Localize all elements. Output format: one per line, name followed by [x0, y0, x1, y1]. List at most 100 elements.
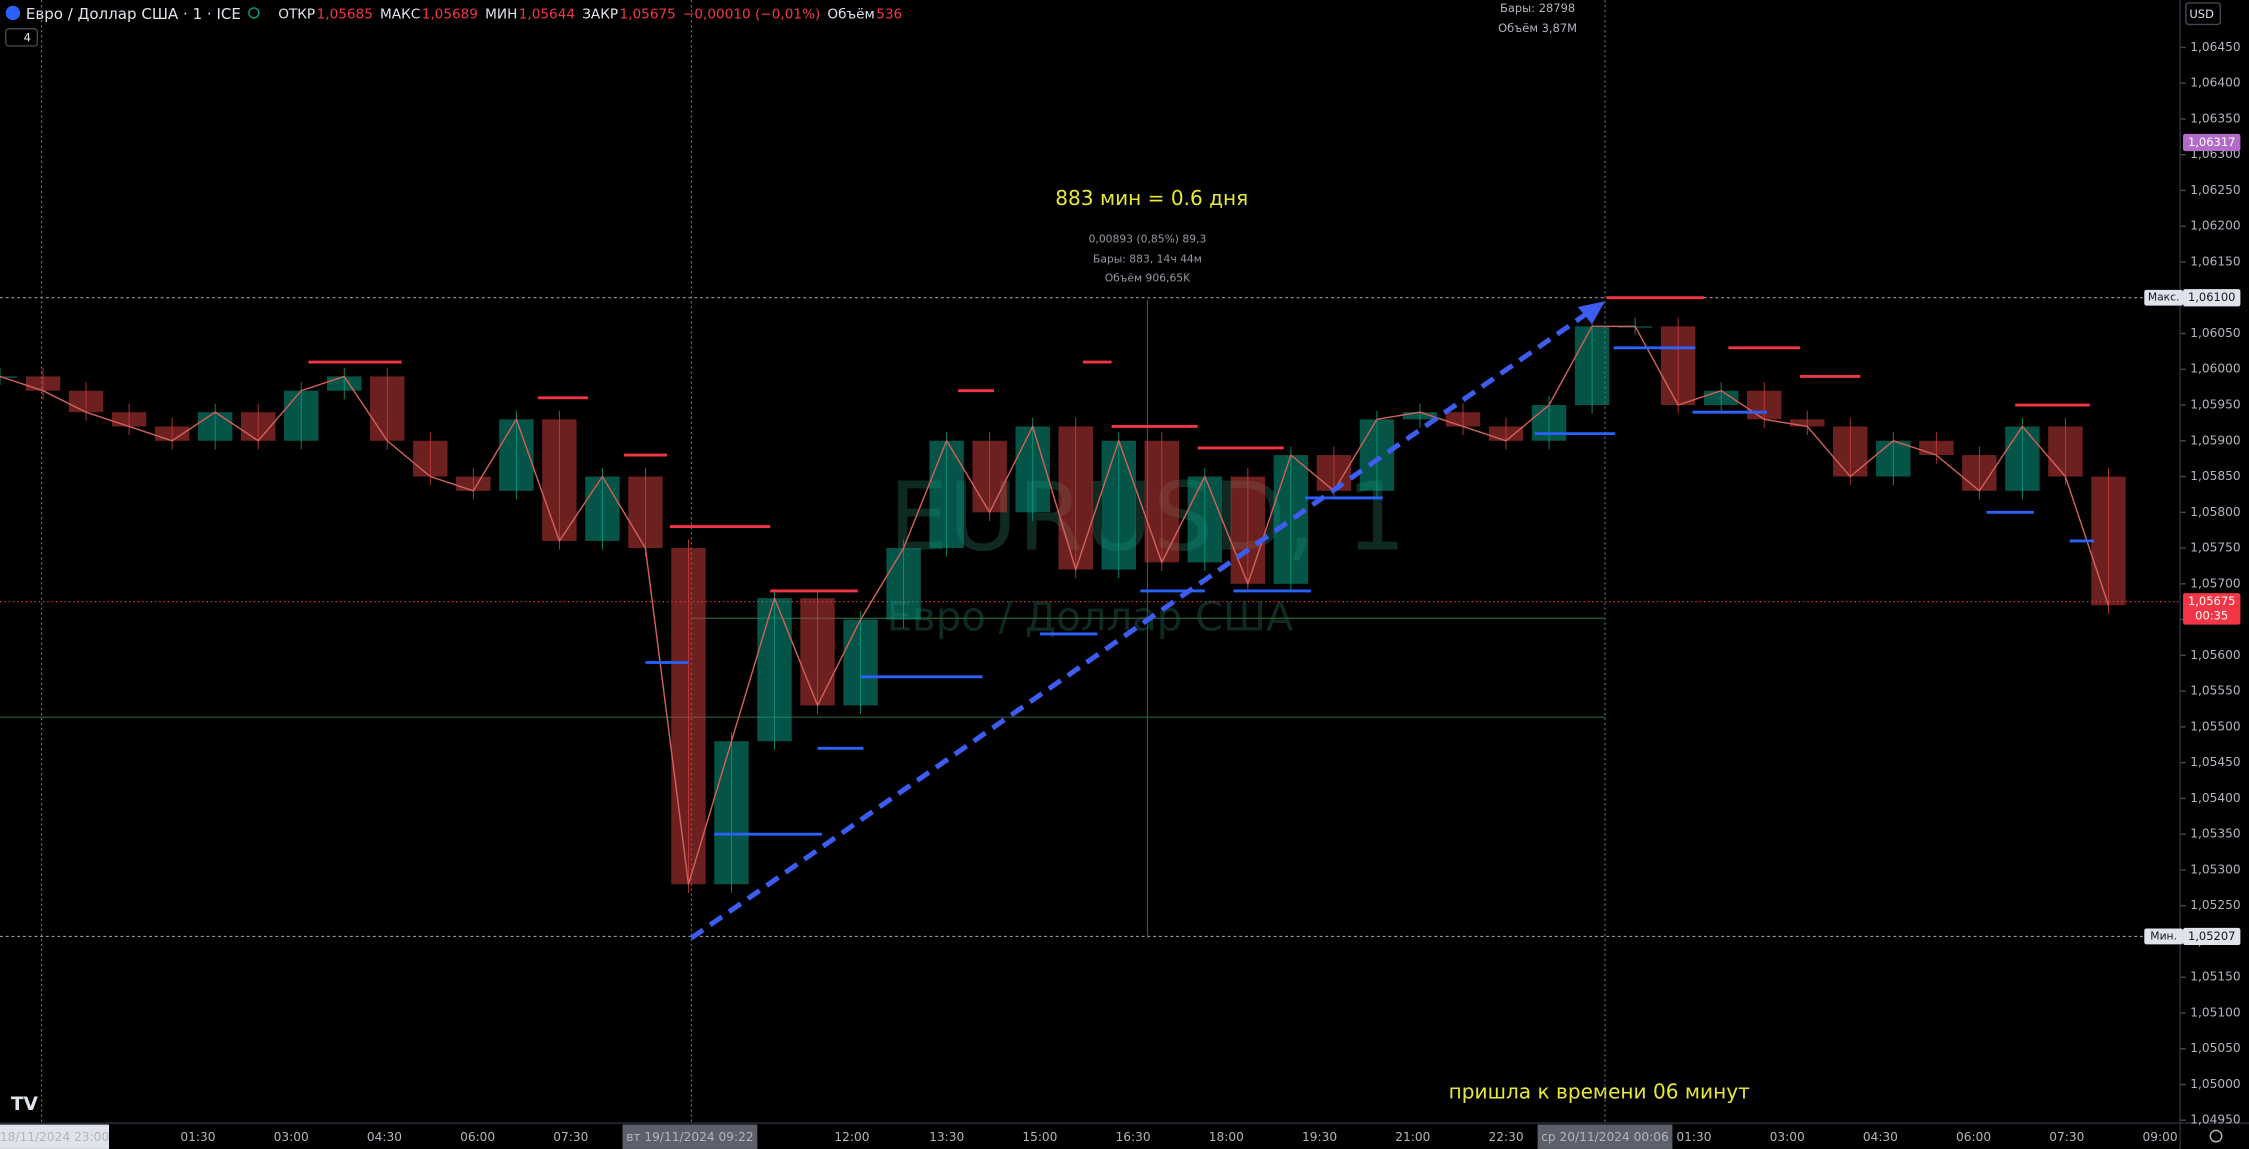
candle	[1833, 426, 1868, 477]
candle	[2048, 426, 2083, 477]
ohlc-open-label: ОТКР	[278, 6, 315, 22]
price-badge	[2183, 133, 2241, 152]
time-tick-label: 01:30	[1676, 1130, 1711, 1144]
price-badge-timer: 00:35	[2195, 609, 2228, 623]
price-tick-label: 1,06050	[2190, 326, 2240, 340]
candle	[1876, 440, 1911, 477]
header: Евро / Доллар США · 1 · ICE 4 USD Бары: …	[5, 1, 2222, 47]
candle	[499, 419, 534, 491]
price-tick-label: 1,05700	[2190, 576, 2240, 590]
price-tick-label: 1,05350	[2190, 827, 2240, 841]
price-tick-label: 1,05600	[2190, 648, 2240, 662]
candle	[413, 440, 448, 477]
time-tick-label: 09:00	[2143, 1130, 2178, 1144]
candle	[1488, 426, 1524, 441]
time-tick-label: 18/11/2024 23:00	[0, 1130, 109, 1144]
price-tick-label: 1,05550	[2190, 684, 2240, 698]
ohlc-high-label: МАКС	[380, 6, 420, 22]
arrival-note: пришла к времени 06 минут	[1449, 1080, 1750, 1104]
bars-count: Бары: 28798	[1500, 1, 1575, 15]
candle	[197, 412, 233, 441]
time-tick-label: 19:30	[1302, 1130, 1337, 1144]
candle	[1230, 476, 1266, 584]
candle	[972, 440, 1007, 513]
price-badge-label: 1,06100	[2188, 290, 2235, 304]
time-tick-label: 07:30	[2049, 1130, 2084, 1144]
price-tag	[2144, 928, 2184, 945]
candle	[2091, 476, 2126, 606]
price-line	[0, 325, 2110, 885]
price-tick-label: 1,05150	[2190, 970, 2240, 984]
ohlc-open: 1,05685	[317, 6, 373, 22]
price-tick-label: 1,06150	[2190, 254, 2240, 268]
candle	[1919, 440, 1954, 456]
price-tag-label: Макс.	[2148, 291, 2180, 304]
candle	[283, 390, 319, 441]
candle	[1531, 405, 1567, 441]
time-tick-label: 04:30	[1863, 1130, 1898, 1144]
candle	[1746, 390, 1782, 420]
time-badge	[622, 1124, 758, 1149]
candle	[628, 476, 663, 549]
time-tick-label: 03:00	[1770, 1130, 1805, 1144]
price-tick-label: 1,06200	[2190, 219, 2240, 233]
price-tick-label: 1,05250	[2190, 898, 2240, 912]
time-tick-label: 03:00	[274, 1130, 309, 1144]
candle	[585, 476, 620, 541]
time-tick-label: 16:30	[1116, 1130, 1151, 1144]
candle	[1316, 455, 1352, 491]
time-tick-label: 07:30	[553, 1130, 588, 1144]
candle	[1273, 455, 1309, 584]
price-badge-label: 1,06317	[2188, 135, 2235, 149]
time-tick-label: 12:00	[834, 1130, 869, 1144]
price-tick-label: 1,05500	[2190, 719, 2240, 733]
time-tick-label: 22:30	[1488, 1130, 1523, 1144]
total-volume: Объём 3,87M	[1498, 21, 1577, 35]
indicator-count: 4	[24, 31, 31, 45]
settings-icon[interactable]	[2209, 1129, 2223, 1143]
candle	[757, 598, 792, 742]
candle	[25, 376, 61, 391]
price-tick-label: 1,05400	[2190, 791, 2240, 805]
time-tick-label: вт 19/11/2024 09:22	[626, 1130, 753, 1144]
time-tick-label: 04:30	[367, 1130, 402, 1144]
time-tick-label: 15:00	[1022, 1130, 1057, 1144]
currency-button[interactable]	[2185, 2, 2222, 26]
time-badge	[1537, 1124, 1673, 1149]
price-tick-label: 1,05050	[2190, 1041, 2240, 1055]
candle	[1058, 426, 1093, 570]
candle	[370, 376, 405, 441]
candle	[456, 476, 491, 491]
price-tick-label: 1,05000	[2190, 1077, 2240, 1091]
price-tick-label: 1,06250	[2190, 183, 2240, 197]
time-tick-label: ср 20/11/2024 00:06	[1541, 1130, 1669, 1144]
time-badge	[0, 1124, 110, 1149]
candle	[1101, 440, 1136, 570]
ohlc-volume-label: Объём	[827, 6, 874, 22]
ohlc-change: −0,00010 (−0,01%)	[683, 6, 820, 22]
symbol-icon	[5, 5, 21, 21]
candle	[1359, 419, 1395, 491]
time-tick-label: 13:30	[929, 1130, 964, 1144]
indicator-toggle[interactable]	[5, 28, 39, 47]
price-tick-label: 1,05450	[2190, 755, 2240, 769]
candle	[886, 548, 921, 620]
candle	[2005, 426, 2040, 491]
candle	[1660, 326, 1696, 406]
candle	[671, 548, 706, 885]
candle	[1144, 440, 1180, 563]
price-tick-label: 1,06000	[2190, 362, 2240, 376]
candle	[0, 376, 18, 378]
time-tick-label: 06:00	[460, 1130, 495, 1144]
price-tick-label: 1,05300	[2190, 862, 2240, 876]
candle	[1015, 426, 1050, 513]
price-tick-label: 1,05100	[2190, 1005, 2240, 1019]
time-tick-label: 21:00	[1395, 1130, 1430, 1144]
candle	[327, 376, 362, 391]
price-badge	[2183, 593, 2241, 625]
price-badge	[2183, 289, 2241, 307]
price-tick-label: 1,04950	[2190, 1113, 2240, 1127]
logo: TV	[11, 1094, 39, 1115]
price-tick-label: 1,06350	[2190, 111, 2240, 125]
